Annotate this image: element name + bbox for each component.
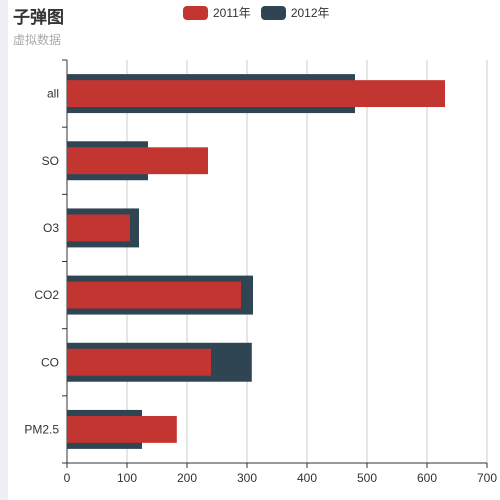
bar-2011: [67, 415, 177, 443]
chart-subtitle: 虚拟数据: [13, 33, 62, 47]
bar-2011: [67, 281, 241, 309]
legend-item-2012[interactable]: 2012年: [260, 4, 330, 21]
x-tick-label: 600: [417, 471, 437, 485]
y-tick-label: CO2: [34, 288, 59, 302]
y-tick-label: all: [47, 87, 59, 101]
x-tick-label: 200: [177, 471, 197, 485]
legend-swatch-2012: [260, 5, 286, 20]
legend-swatch-2011: [183, 5, 208, 20]
x-tick-label: 700: [477, 471, 497, 485]
x-tick-label: 400: [297, 471, 317, 485]
bar-2011: [67, 214, 130, 242]
x-tick-label: 100: [117, 471, 137, 485]
bar-2011: [67, 147, 208, 175]
y-tick-label: PM2.5: [24, 422, 59, 436]
bar-2011: [67, 348, 211, 376]
x-tick-label: 500: [357, 471, 377, 485]
legend-label-2012: 2012年: [290, 6, 330, 20]
x-tick-label: 300: [237, 471, 257, 485]
bar-2011: [67, 80, 445, 108]
left-strip: [0, 0, 8, 500]
legend-item-2011[interactable]: 2011年: [183, 4, 251, 21]
legend-label-2011: 2011年: [213, 6, 251, 20]
chart-title: 子弹图: [13, 8, 64, 27]
y-tick-label: O3: [43, 221, 59, 235]
y-tick-label: CO: [41, 355, 59, 369]
y-tick-label: SO: [42, 154, 59, 168]
x-tick-label: 0: [64, 471, 71, 485]
legend: 2011年 2012年: [183, 4, 330, 21]
